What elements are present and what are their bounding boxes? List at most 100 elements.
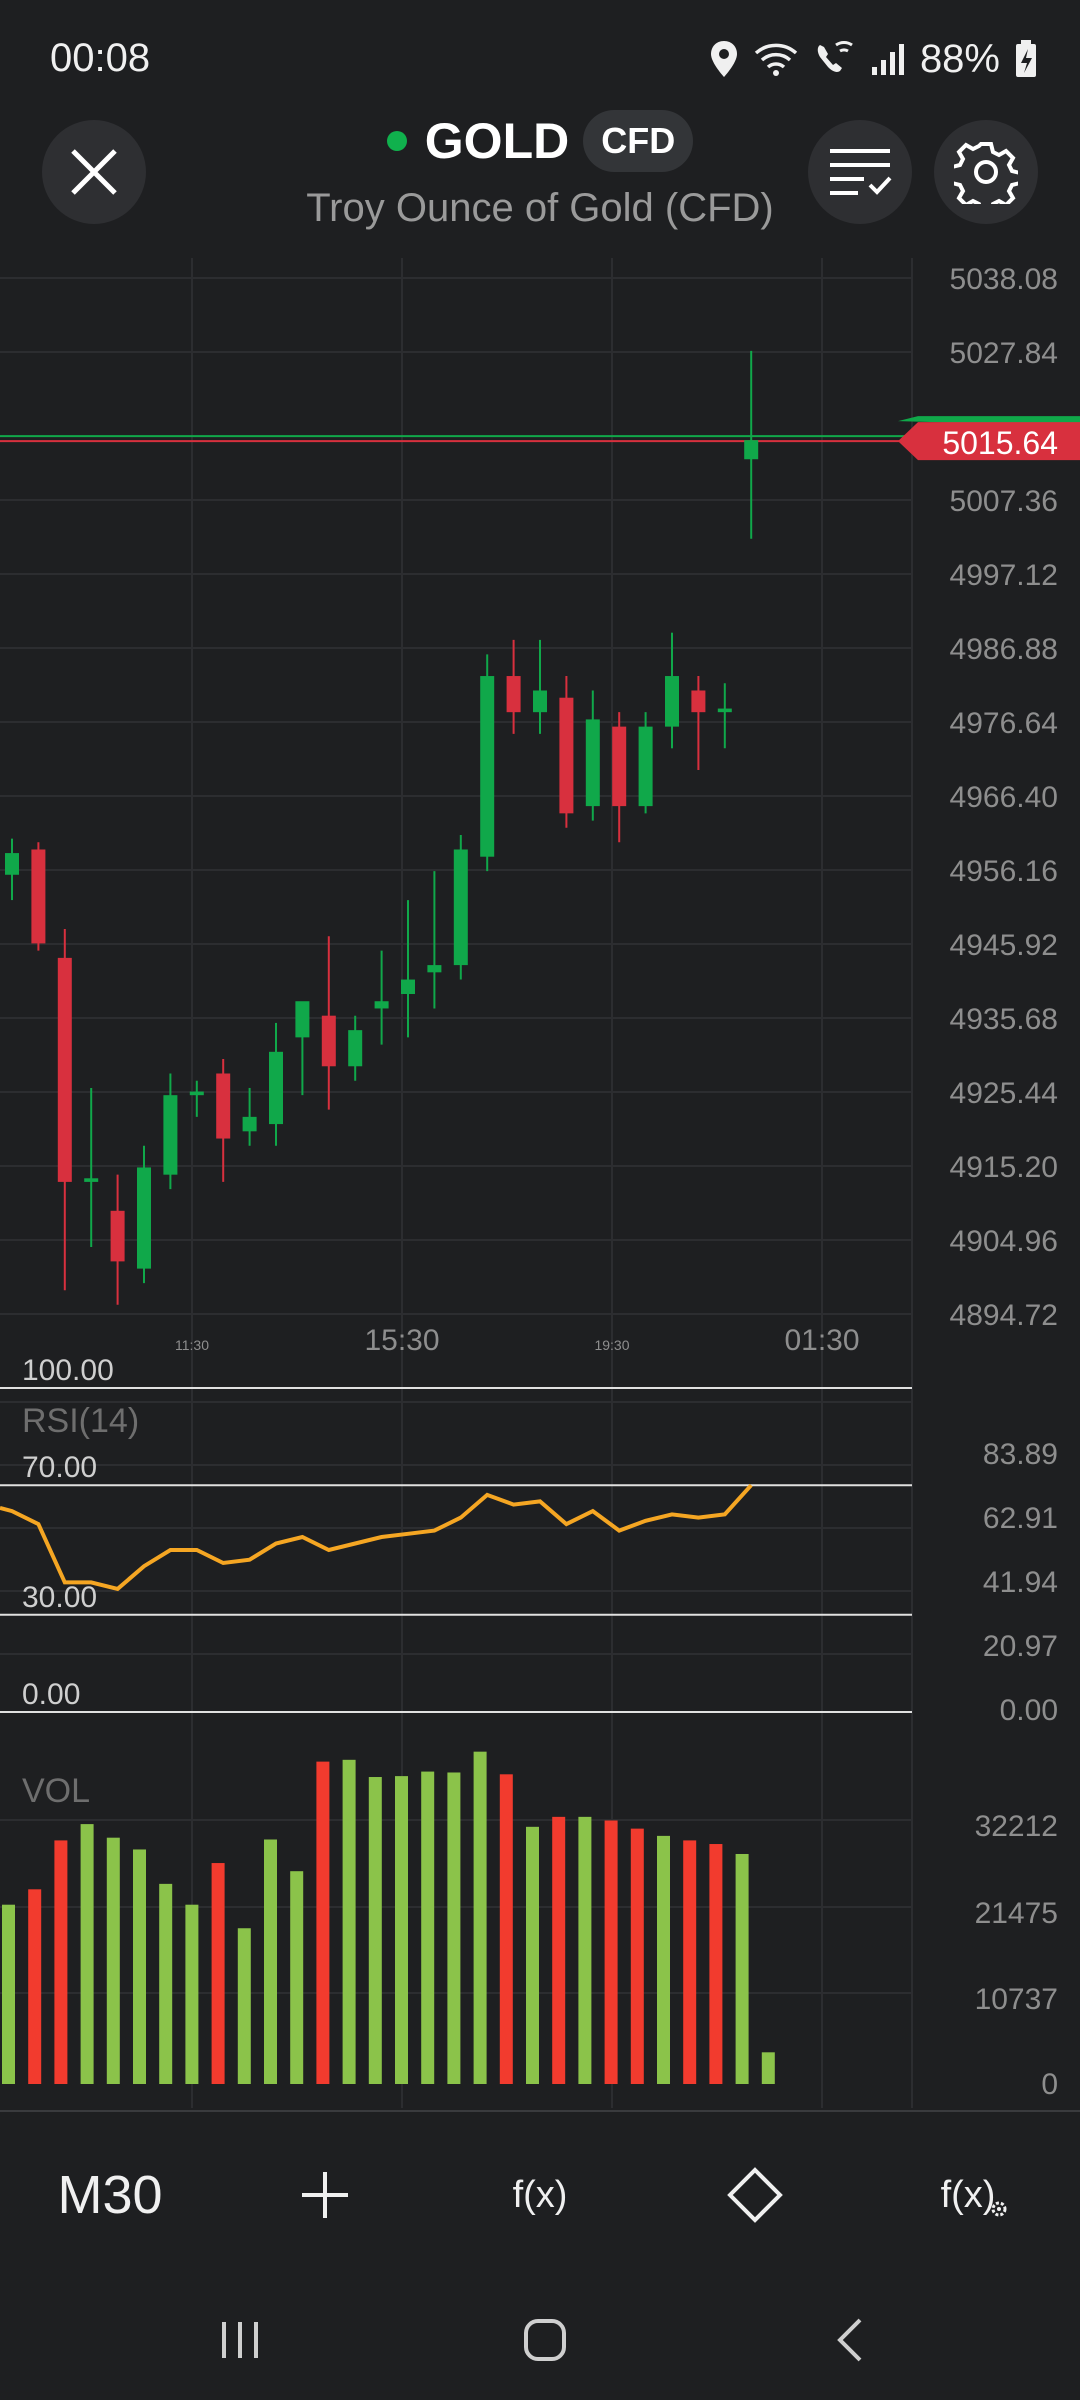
candle-body — [295, 1001, 310, 1038]
volume-bar — [54, 1840, 68, 2084]
symbol-name: GOLD — [424, 113, 570, 169]
volume-bar — [28, 1889, 42, 2084]
volume-title: VOL — [22, 1772, 90, 1810]
plus-icon — [302, 2172, 348, 2218]
candle-body — [665, 676, 679, 727]
volume-axis-label: 32212 — [975, 1810, 1058, 1843]
candle-body — [585, 719, 600, 807]
battery-percent: 88% — [919, 36, 1000, 81]
candle-body — [5, 853, 19, 875]
status-time: 00:08 — [50, 36, 151, 80]
candle-body — [321, 1015, 336, 1067]
rsi-line — [0, 1483, 753, 1592]
candle-body — [401, 979, 415, 995]
volume-bar — [761, 2052, 775, 2084]
candle-body — [31, 849, 46, 944]
rsi-axis-label: 62.91 — [983, 1502, 1058, 1535]
volume-bar — [368, 1777, 382, 2084]
volume-bar — [106, 1837, 120, 2084]
volume-bar — [473, 1751, 487, 2084]
price-axis-label: 4894.72 — [950, 1299, 1058, 1332]
candle-body — [744, 440, 759, 460]
volume-bar — [2, 1904, 15, 2084]
time-axis-label: 19:30 — [594, 1337, 629, 1353]
back-icon — [837, 2318, 862, 2362]
volume-bar — [630, 1828, 644, 2084]
candle-body — [453, 849, 468, 966]
settings-button[interactable] — [934, 120, 1038, 224]
nav-back-button[interactable] — [810, 2300, 890, 2380]
volume-bar — [211, 1863, 225, 2084]
candle-body — [427, 965, 442, 973]
volume-bar — [290, 1871, 304, 2084]
small-gear-icon — [991, 2201, 1007, 2217]
volume-axis-label: 0 — [1041, 2068, 1058, 2101]
rsi-axis-label: 41.94 — [983, 1566, 1058, 1599]
indicator-settings-button[interactable]: f(x) — [920, 2150, 1030, 2240]
price-axis-label: 4935.68 — [950, 1003, 1058, 1036]
volume-bar — [237, 1928, 251, 2084]
price-axis-label: 5027.84 — [950, 337, 1058, 370]
chart-area[interactable]: 5038.08 5027.84 5015.64 5007.36 4997.12 4986.… — [0, 258, 1080, 2112]
volume-bar — [159, 1883, 173, 2084]
volume-bar — [395, 1776, 408, 2084]
candle-body — [638, 726, 653, 807]
candle-body — [691, 690, 706, 713]
volume-bar — [133, 1849, 146, 2084]
volume-axis-label: 21475 — [975, 1897, 1058, 1930]
add-button[interactable] — [280, 2150, 370, 2240]
candle-body — [348, 1030, 363, 1067]
candle-body — [612, 726, 627, 807]
wifi-calling-icon — [817, 40, 853, 72]
price-axis-label: 4966.40 — [950, 781, 1058, 814]
drawing-tools-button[interactable] — [710, 2150, 800, 2240]
volume-bar — [185, 1904, 199, 2084]
candle-body — [84, 1178, 99, 1182]
location-icon — [710, 41, 737, 77]
candle-body — [269, 1051, 283, 1125]
candle-body — [57, 957, 72, 1182]
price-axis-label: 4976.64 — [950, 707, 1058, 740]
diamond-icon — [727, 2167, 783, 2223]
volume-axis-label: 10737 — [975, 1983, 1058, 2016]
chart-toolbar — [0, 2112, 1080, 2280]
rsi-axis-label: 83.89 — [983, 1438, 1058, 1471]
nav-home-button[interactable] — [500, 2300, 590, 2380]
rsi-level-label: 0.00 — [22, 1678, 80, 1711]
candle-body — [506, 676, 521, 713]
rsi-level-label: 30.00 — [22, 1581, 97, 1614]
rsi-axis-label: 20.97 — [983, 1630, 1058, 1663]
price-axis-label: 4915.20 — [950, 1151, 1058, 1184]
volume-bar — [709, 1844, 723, 2084]
time-axis-label: 01:30 — [784, 1324, 859, 1357]
volume-bar — [552, 1816, 566, 2084]
price-axis-label: 4904.96 — [950, 1225, 1058, 1258]
price-axis-label: 4945.92 — [950, 929, 1058, 962]
live-status-dot — [386, 131, 407, 151]
current-price-tag — [898, 422, 1080, 461]
list-check-icon — [830, 149, 892, 195]
battery-charging-icon — [1016, 40, 1036, 77]
indicator-settings-label: f(x) — [940, 2173, 996, 2216]
instrument-title: GOLD CFD — [0, 110, 1080, 172]
volume-bar — [499, 1774, 513, 2084]
watchlist-menu-button[interactable] — [808, 120, 912, 224]
time-axis-label: 15:30 — [364, 1324, 439, 1357]
price-axis-label: 5007.36 — [950, 485, 1058, 518]
rsi-level-label: 70.00 — [22, 1451, 97, 1484]
candle-body — [480, 676, 495, 857]
home-icon — [524, 2319, 566, 2361]
price-axis-label: 4986.88 — [950, 633, 1058, 666]
volume-bar — [604, 1820, 618, 2084]
rsi-axis-label: 0.00 — [1000, 1694, 1058, 1727]
nav-recents-button[interactable] — [200, 2300, 280, 2380]
candle-body — [110, 1210, 125, 1262]
volume-bar — [526, 1826, 539, 2084]
instrument-subtitle: Troy Ounce of Gold (CFD) — [306, 186, 774, 230]
candle-body — [717, 708, 732, 713]
rsi-level-label: 100.00 — [22, 1354, 114, 1387]
timeframe-button[interactable]: M30 — [57, 2165, 163, 2225]
close-button[interactable] — [42, 120, 146, 224]
candle-body — [189, 1091, 204, 1096]
indicators-button[interactable]: f(x) — [512, 2173, 568, 2216]
